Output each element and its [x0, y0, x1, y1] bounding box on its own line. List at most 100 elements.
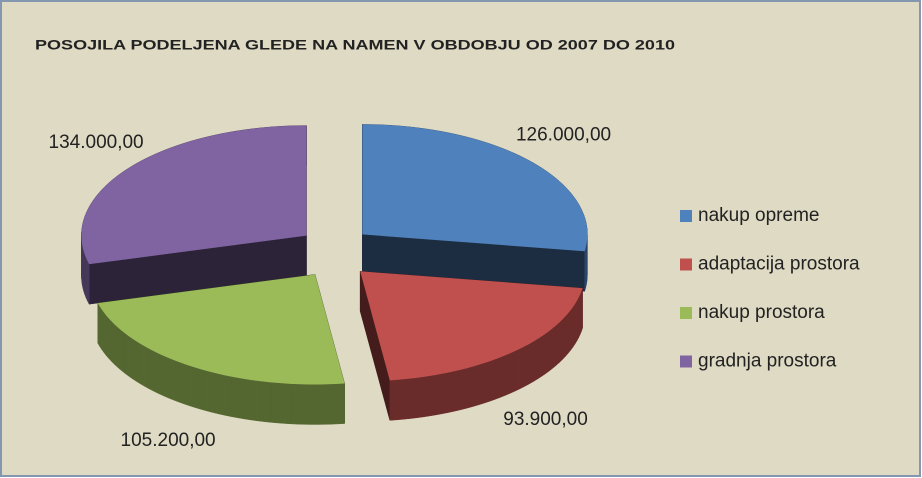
slice-side: [136, 340, 141, 385]
slice-side: [435, 373, 443, 416]
slice-side: [250, 379, 258, 422]
slice-side: [128, 335, 133, 380]
slice-side: [304, 384, 312, 425]
slice-side: [163, 355, 170, 399]
slice-side: [99, 305, 102, 351]
slice-side: [277, 382, 285, 424]
slice-side: [231, 376, 239, 419]
legend-label: nakup prostora: [698, 302, 825, 323]
slice-side: [565, 312, 569, 358]
slice-side: [184, 363, 191, 407]
slice-side: [158, 353, 164, 397]
slice-side: [330, 383, 339, 425]
slice-side: [499, 355, 506, 398]
slice-side: [549, 327, 554, 372]
slice-side: [402, 378, 410, 420]
slice-side: [389, 379, 397, 421]
slice-side: [415, 376, 423, 419]
data-label: 134.000,00: [49, 132, 144, 153]
slice-side: [132, 338, 137, 382]
legend-swatch: [680, 307, 692, 319]
slice-side: [509, 350, 516, 394]
slice-side: [552, 324, 557, 369]
slice-side: [213, 372, 220, 415]
data-label: 93.900,00: [503, 409, 588, 430]
slice-side: [488, 359, 495, 402]
slice-side: [317, 384, 325, 425]
slice-side: [533, 338, 538, 382]
slice-side: [144, 346, 150, 390]
slice-side: [428, 374, 436, 417]
slice-side: [101, 308, 105, 354]
slice-side: [447, 370, 455, 413]
chart-title: POSOJILA PODELJENA GLEDE NA NAMEN V OBDO…: [35, 37, 675, 53]
slice-side: [283, 383, 292, 425]
legend-label: nakup opreme: [698, 205, 819, 226]
slice-side: [179, 361, 185, 405]
slice-side: [514, 348, 521, 392]
slice-side: [545, 330, 550, 375]
slice-side: [574, 300, 578, 346]
slice-side: [471, 364, 479, 408]
slice-side: [106, 314, 110, 360]
slice-side: [584, 247, 586, 292]
slice-side: [168, 357, 175, 401]
slice-side: [537, 335, 542, 380]
slice-side: [121, 329, 126, 374]
legend-swatch: [680, 355, 692, 368]
slice-side: [524, 343, 530, 387]
slice-side: [114, 324, 119, 369]
slice-side: [297, 383, 305, 425]
slice-side: [111, 321, 115, 366]
pie-slice: [97, 274, 345, 385]
slice-side: [528, 341, 534, 385]
pie-slice-group: [81, 125, 307, 305]
slice-side: [87, 260, 90, 305]
slice-side: [519, 345, 525, 390]
slice-side: [441, 372, 449, 415]
legend-swatch: [680, 258, 692, 271]
slice-side: [559, 318, 563, 363]
slice-side: [570, 306, 574, 352]
slice-side: [422, 375, 430, 418]
slice-side: [225, 375, 233, 418]
slice-side: [453, 369, 461, 412]
slice-side: [117, 326, 122, 371]
slice-side: [173, 359, 180, 403]
pie-slice: [81, 125, 307, 265]
slice-side: [257, 380, 265, 422]
slice-side: [483, 361, 490, 404]
slice-side: [195, 367, 202, 410]
slice-side: [576, 297, 579, 342]
slice-side: [124, 332, 129, 377]
slice-side: [270, 382, 278, 424]
pie-slice: [360, 271, 583, 381]
slice-side: [477, 362, 484, 406]
slice-side: [97, 302, 100, 348]
data-label: 105.200,00: [121, 430, 216, 451]
slice-side: [337, 383, 345, 425]
slice-side: [207, 370, 214, 413]
slice-side: [409, 377, 417, 419]
slice-side: [324, 383, 332, 425]
slice-side: [562, 315, 566, 361]
slice-side: [103, 311, 107, 357]
slice-side: [310, 384, 319, 425]
pie-slice-group: [97, 274, 345, 425]
data-label: 126.000,00: [516, 125, 611, 146]
pie-slice: [362, 124, 588, 252]
slice-side: [219, 373, 227, 416]
legend-label: gradnja prostora: [698, 351, 837, 372]
slice-side: [572, 303, 576, 349]
slice-side: [201, 369, 208, 412]
slice-side: [556, 321, 560, 366]
slice-side: [140, 343, 146, 387]
slice-side: [504, 352, 511, 396]
slice-side: [263, 381, 272, 423]
slice-side: [238, 377, 245, 420]
pie-slice-group: [359, 271, 583, 421]
slice-side: [465, 366, 473, 409]
slice-side: [108, 317, 113, 363]
slice-side: [149, 348, 155, 392]
